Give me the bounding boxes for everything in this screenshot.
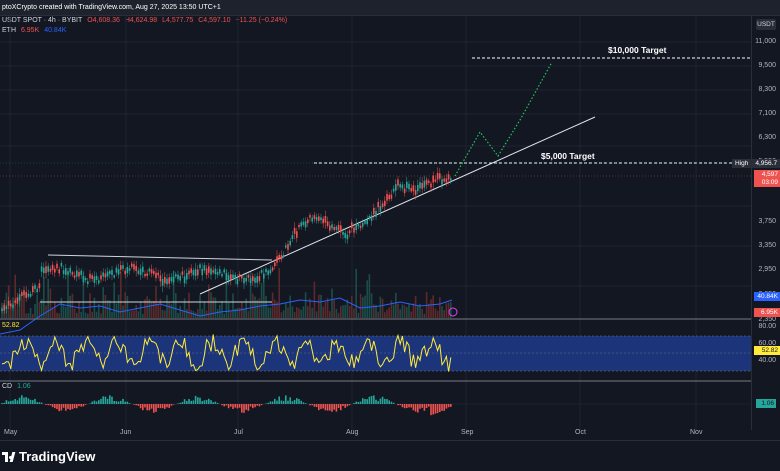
time-label-may: May — [4, 429, 17, 436]
rsi-legend-value: 52.82 — [2, 322, 20, 329]
rsi-tick-80: 80.00 — [758, 323, 776, 330]
time-label-jul: Jul — [234, 429, 243, 436]
price-tick: 11,000 — [755, 38, 776, 45]
author-credit: ptoXCrypto created with TradingView.com,… — [2, 4, 221, 11]
macd-legend: CD 1.06 — [2, 383, 34, 390]
tradingview-logo[interactable]: TradingView — [2, 449, 95, 464]
price-tick: 6,300 — [758, 134, 776, 141]
high-value: 4,956.7 — [755, 160, 777, 167]
target-10k-label[interactable]: $10,000 Target — [608, 45, 666, 55]
time-label-oct: Oct — [575, 429, 586, 436]
price-tick: 7,100 — [758, 110, 776, 117]
chart-canvas[interactable] — [0, 16, 752, 430]
rsi-value-tag: 52.82 — [754, 346, 780, 355]
time-label-aug: Aug — [346, 429, 358, 436]
brand-name: TradingView — [19, 449, 95, 464]
rsi-tick-40: 40.00 — [758, 357, 776, 364]
price-tick: 9,500 — [758, 62, 776, 69]
currency-tag[interactable]: USDT — [756, 19, 776, 30]
projection-path[interactable] — [455, 62, 552, 176]
chart-header: ptoXCrypto created with TradingView.com,… — [0, 0, 780, 16]
high-price-tag: High 4,956.7 — [732, 159, 780, 168]
countdown-tag: 03:09 — [754, 178, 780, 187]
price-tick: 2,950 — [758, 266, 776, 273]
price-tick: 3,750 — [758, 218, 776, 225]
volume-ma-tag: 40.84K — [754, 292, 780, 301]
price-tick: 3,350 — [758, 242, 776, 249]
price-tick: 8,300 — [758, 86, 776, 93]
time-label-sep: Sep — [461, 429, 473, 436]
macd-label: CD — [2, 383, 12, 390]
macd-legend-value: 1.06 — [17, 383, 31, 390]
footer: TradingView — [0, 440, 780, 471]
price-tick: 2,350 — [758, 316, 776, 323]
tradingview-logo-icon — [2, 452, 14, 462]
macd-histogram — [1, 395, 451, 415]
volume-tag: 6.95K — [754, 308, 780, 317]
target-5k-label[interactable]: $5,000 Target — [541, 151, 595, 161]
macd-value-tag: 1.06 — [756, 399, 776, 408]
time-label-jun: Jun — [120, 429, 131, 436]
time-label-nov: Nov — [690, 429, 702, 436]
rsi-band — [0, 336, 752, 371]
high-label: High — [735, 160, 748, 167]
